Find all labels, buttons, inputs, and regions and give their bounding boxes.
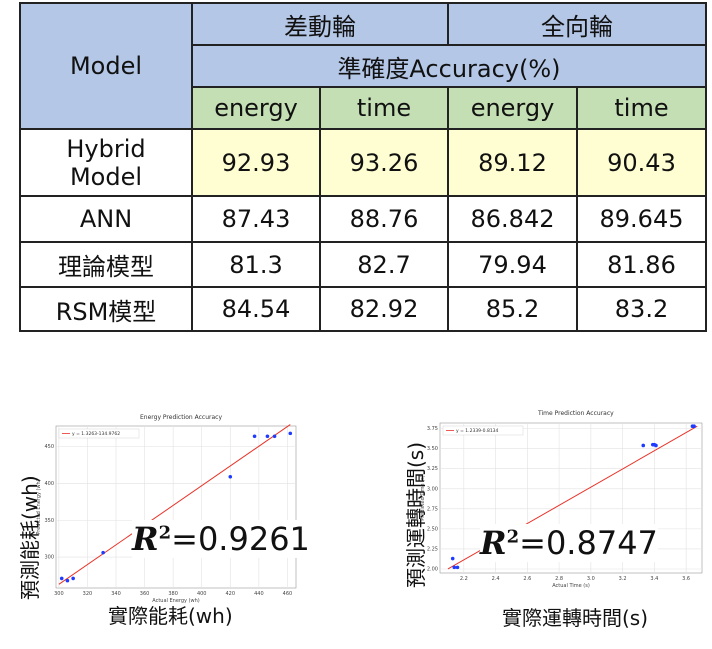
table-cell: 92.93 bbox=[191, 128, 321, 197]
x-tick-label: 2.2 bbox=[460, 576, 468, 582]
table-cell: 87.43 bbox=[191, 195, 321, 243]
x-tick-label: 400 bbox=[197, 591, 207, 597]
table-cell: 81.86 bbox=[576, 241, 707, 288]
x-tick-label: 3.4 bbox=[650, 576, 658, 582]
data-point bbox=[288, 431, 293, 436]
table-cell: 84.54 bbox=[191, 286, 321, 332]
data-point bbox=[265, 434, 270, 439]
table-cell: 82.7 bbox=[319, 241, 449, 288]
table-cell: 82.92 bbox=[319, 286, 449, 332]
y-tick-label: 2.75 bbox=[427, 506, 438, 512]
x-caption: 實際能耗(wh) bbox=[108, 604, 233, 628]
data-point bbox=[272, 434, 277, 439]
time-chart-panel: Time Prediction Accuracy 2.2 2.4 2.6 2.8 3.0… bbox=[398, 400, 712, 649]
x-axis-label: Actual Time (s) bbox=[552, 583, 590, 589]
table-row: Hybrid Model 92.93 93.26 89.12 90.43 bbox=[19, 128, 707, 197]
y-caption: 預測運轉時間(s) bbox=[404, 441, 428, 588]
y-tick-label: 2.25 bbox=[427, 546, 438, 552]
x-tick-label: 2.4 bbox=[492, 576, 500, 582]
x-tick-label: 380 bbox=[168, 591, 178, 597]
y-caption: 預測能耗(wh) bbox=[18, 475, 42, 600]
data-point bbox=[641, 443, 646, 448]
table-cell: 89.645 bbox=[576, 195, 707, 243]
x-tick-label: 3.6 bbox=[682, 576, 690, 582]
x-tick-label: 2.8 bbox=[555, 576, 563, 582]
legend-label: y = 1.3263-134.9762 bbox=[72, 431, 120, 437]
accuracy-header: 準確度Accuracy(%) bbox=[191, 44, 707, 88]
data-point bbox=[101, 550, 105, 555]
data-point bbox=[455, 565, 460, 570]
x-tick-label: 2.6 bbox=[523, 576, 531, 582]
y-tick-label: 400 bbox=[44, 481, 54, 487]
table-cell: 90.43 bbox=[576, 128, 707, 197]
chart-title: Energy Prediction Accuracy bbox=[140, 414, 223, 421]
x-tick-label: 460 bbox=[283, 591, 293, 597]
y-tick-label: 350 bbox=[44, 518, 54, 524]
data-point bbox=[59, 576, 64, 581]
model-header: Model bbox=[19, 2, 193, 130]
energy-scatter-plot: 300 320 340 360 380 400 420 440 460 300 350 400 450 y… bbox=[36, 424, 297, 604]
table-cell: 88.76 bbox=[319, 195, 449, 243]
row-model-name: Hybrid Model bbox=[19, 128, 193, 197]
x-tick-label: 440 bbox=[254, 591, 264, 597]
subheader-energy: energy bbox=[191, 86, 321, 130]
data-point bbox=[654, 443, 658, 448]
group-header-omni: 全向輪 bbox=[447, 2, 707, 46]
legend-box bbox=[442, 425, 524, 436]
table-cell: 89.12 bbox=[447, 128, 578, 197]
plot-area bbox=[55, 425, 297, 589]
y-tick-label: 3.50 bbox=[427, 446, 438, 452]
y-tick-label: 300 bbox=[44, 555, 54, 561]
y-tick-label: 450 bbox=[44, 444, 54, 450]
r-squared-label: R2=0.8747 bbox=[480, 524, 658, 562]
x-tick-label: 300 bbox=[54, 591, 64, 597]
x-tick-label: 420 bbox=[226, 591, 236, 597]
y-axis-label: Predicted Energy (wh) bbox=[36, 479, 42, 534]
table-row: ANN 87.43 88.76 86.842 89.645 bbox=[19, 195, 707, 243]
y-tick-label: 3.25 bbox=[427, 466, 438, 472]
subheader-time: time bbox=[319, 86, 449, 130]
data-point bbox=[450, 556, 455, 561]
x-axis-label: Actual Energy (wh) bbox=[152, 598, 200, 604]
accuracy-table: Model 差動輪 全向輪 準確度Accuracy(%) energy time… bbox=[19, 2, 707, 332]
row-model-name: RSM模型 bbox=[19, 286, 193, 332]
table-cell: 83.2 bbox=[576, 286, 707, 332]
table-row: 理論模型 81.3 82.7 79.94 81.86 bbox=[19, 241, 707, 288]
x-tick-label: 340 bbox=[111, 591, 121, 597]
x-tick-label: 360 bbox=[140, 591, 150, 597]
data-point bbox=[692, 424, 696, 429]
row-model-name: ANN bbox=[19, 195, 193, 243]
y-tick-label: 3.75 bbox=[427, 426, 438, 432]
table-cell: 86.842 bbox=[447, 195, 578, 243]
x-tick-label: 3.0 bbox=[587, 576, 595, 582]
data-point bbox=[71, 576, 75, 581]
table-cell: 81.3 bbox=[191, 241, 321, 288]
table-cell: 93.26 bbox=[319, 128, 449, 197]
r-squared-label: R2=0.9261 bbox=[132, 520, 310, 558]
x-tick-label: 3.2 bbox=[619, 576, 627, 582]
energy-chart-panel: Energy Prediction Accuracy 300 320 340 360 3… bbox=[0, 400, 345, 649]
x-caption: 實際運轉時間(s) bbox=[502, 606, 649, 630]
group-header-differential: 差動輪 bbox=[191, 2, 449, 46]
y-tick-label: 3.00 bbox=[427, 486, 438, 492]
fit-line bbox=[58, 424, 291, 585]
subheader-energy: energy bbox=[447, 86, 578, 130]
table-cell: 79.94 bbox=[447, 241, 578, 288]
legend-box bbox=[58, 428, 140, 439]
time-scatter-plot: 2.2 2.4 2.6 2.8 3.0 3.2 3.4 3.6 2.00 2.25 2.50 2.75… bbox=[420, 422, 703, 589]
data-point bbox=[65, 578, 70, 583]
x-tick-label: 320 bbox=[83, 591, 93, 597]
data-point bbox=[452, 565, 457, 570]
y-axis-label: Predicted Time (s) bbox=[420, 475, 426, 520]
row-model-name: 理論模型 bbox=[19, 241, 193, 288]
table-row: RSM模型 84.54 82.92 85.2 83.2 bbox=[19, 286, 707, 332]
subheader-time: time bbox=[576, 86, 707, 130]
data-point bbox=[228, 475, 233, 479]
table-cell: 85.2 bbox=[447, 286, 578, 332]
chart-title: Time Prediction Accuracy bbox=[538, 410, 614, 417]
y-tick-label: 2.50 bbox=[427, 526, 438, 532]
y-tick-label: 2.00 bbox=[427, 566, 438, 572]
data-point bbox=[252, 434, 257, 439]
legend-label: y = 1.2339-0.8134 bbox=[456, 428, 499, 434]
